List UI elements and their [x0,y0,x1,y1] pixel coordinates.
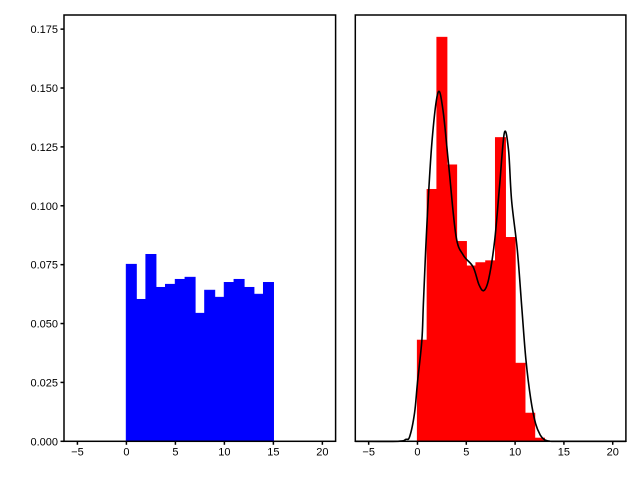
svg-text:−5: −5 [362,446,375,458]
svg-text:10: 10 [509,446,521,458]
svg-text:5: 5 [463,446,469,458]
svg-text:20: 20 [316,446,328,458]
svg-text:20: 20 [607,446,619,458]
svg-text:0: 0 [123,446,129,458]
svg-text:0.100: 0.100 [30,201,58,213]
svg-text:0.175: 0.175 [30,24,58,36]
svg-text:0: 0 [414,446,420,458]
svg-text:10: 10 [218,446,230,458]
svg-text:5: 5 [172,446,178,458]
svg-text:15: 15 [558,446,570,458]
svg-text:−5: −5 [71,446,84,458]
svg-text:0.000: 0.000 [30,436,58,448]
svg-text:0.150: 0.150 [30,83,58,95]
svg-text:15: 15 [267,446,279,458]
svg-text:0.025: 0.025 [30,377,58,389]
svg-text:0.075: 0.075 [30,260,58,272]
svg-text:0.050: 0.050 [30,319,58,331]
svg-text:0.125: 0.125 [30,142,58,154]
